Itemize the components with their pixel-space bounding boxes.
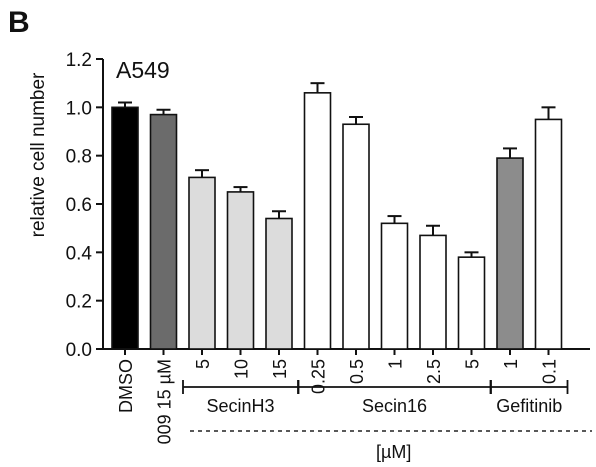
y-tick-label: 0.4 xyxy=(66,243,93,264)
group-label: Secin16 xyxy=(362,396,427,416)
bar xyxy=(226,191,255,350)
x-category-label: 1 xyxy=(501,359,521,369)
y-tick-label: 0.8 xyxy=(66,147,92,168)
bar xyxy=(534,118,563,350)
bar xyxy=(303,92,332,350)
x-category-label: 5 xyxy=(193,359,213,369)
y-tick-label: 0.0 xyxy=(66,340,92,361)
x-category-label: 0.25 xyxy=(309,359,329,394)
x-category-label: 10 xyxy=(232,359,252,379)
bar xyxy=(380,222,409,350)
bar xyxy=(496,157,524,350)
bar xyxy=(419,234,447,350)
group-label: Gefitinib xyxy=(496,396,562,416)
bar xyxy=(188,176,216,350)
y-axis-label: relative cell number xyxy=(28,72,49,237)
bar xyxy=(149,113,178,350)
chart-title: A549 xyxy=(116,57,170,83)
panel-label: B xyxy=(8,6,30,39)
bar xyxy=(457,256,486,350)
x-category-label: DMSO xyxy=(116,359,136,413)
unit-label: [µM] xyxy=(376,442,411,462)
bar xyxy=(111,106,139,350)
y-tick-label: 1.0 xyxy=(66,98,92,119)
bar xyxy=(265,217,293,350)
y-tick-label: 1.2 xyxy=(66,50,92,71)
x-category-label: 0.1 xyxy=(540,359,560,384)
y-tick-label: 0.6 xyxy=(66,195,92,216)
x-category-label: 5 xyxy=(463,359,483,369)
x-category-label: 2.5 xyxy=(424,359,444,384)
bar xyxy=(342,123,370,350)
x-category-label: 1 xyxy=(386,359,406,369)
y-tick-label: 0.2 xyxy=(66,292,92,313)
x-category-label: 0.5 xyxy=(347,359,367,384)
x-category-label: 009 15 µM xyxy=(155,359,175,444)
group-label: SecinH3 xyxy=(206,396,274,416)
x-category-label: 15 xyxy=(270,359,290,379)
